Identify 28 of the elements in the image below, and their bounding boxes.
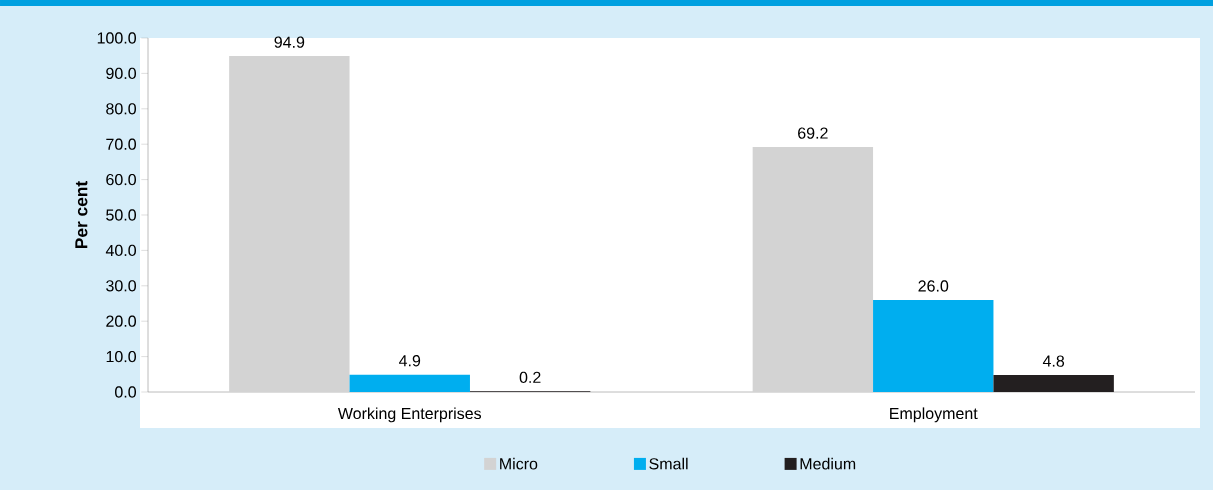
bar [993,375,1114,392]
y-tick-label: 40.0 [105,244,137,257]
data-label: 4.8 [1042,355,1065,367]
y-tick-label: 10.0 [106,350,137,363]
data-label: 69.2 [798,127,828,139]
y-tick-label: 70.0 [106,138,137,150]
data-label: 4.9 [399,355,421,367]
y-axis-title: Per cent [75,181,88,249]
bar [752,147,874,392]
y-tick-label: 30.0 [106,280,137,292]
y-tick-label: 90.0 [106,67,137,80]
bar [349,374,470,392]
data-label: 0.2 [519,371,541,384]
legend-label: Micro [500,457,538,470]
y-tick-label: 0.0 [115,386,137,398]
bar [873,299,994,392]
y-tick-label: 100.0 [97,32,137,44]
data-label: 26.0 [918,280,949,292]
y-tick-label: 60.0 [106,173,137,186]
y-tick-label: 80.0 [106,103,137,115]
bar [229,56,350,392]
x-tick-label: Employment [890,407,978,423]
legend-label: Small [649,457,688,470]
legend-label: Medium [800,457,856,470]
y-tick-label: 20.0 [106,315,137,327]
data-label: 94.9 [274,36,305,48]
y-tick-label: 50.0 [106,209,137,221]
x-tick-label: Working Enterprises [337,407,482,423]
